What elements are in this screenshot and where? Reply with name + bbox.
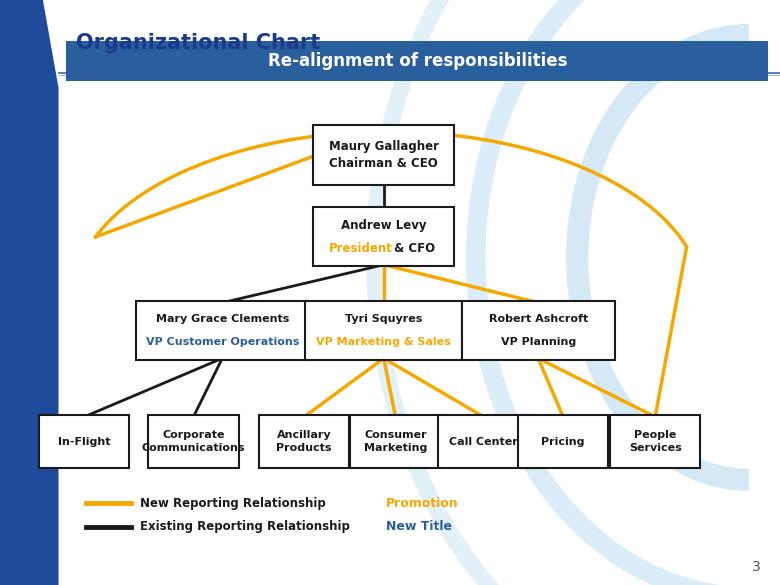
FancyBboxPatch shape bbox=[313, 208, 454, 267]
FancyBboxPatch shape bbox=[66, 41, 768, 81]
Text: Robert Ashcroft: Robert Ashcroft bbox=[488, 314, 588, 324]
Text: Existing Reporting Relationship: Existing Reporting Relationship bbox=[140, 520, 350, 533]
Text: Re-alignment of responsibilities: Re-alignment of responsibilities bbox=[268, 52, 567, 70]
Text: People
Services: People Services bbox=[629, 431, 682, 453]
Text: Mary Grace Clements: Mary Grace Clements bbox=[156, 314, 289, 324]
Text: Ancillary
Products: Ancillary Products bbox=[276, 431, 332, 453]
Text: VP Planning: VP Planning bbox=[501, 337, 576, 347]
Text: & CFO: & CFO bbox=[395, 242, 435, 255]
Text: Consumer
Marketing: Consumer Marketing bbox=[363, 431, 427, 453]
Text: New Reporting Relationship: New Reporting Relationship bbox=[140, 497, 326, 510]
Text: Pricing: Pricing bbox=[541, 436, 585, 447]
Polygon shape bbox=[0, 0, 58, 585]
FancyBboxPatch shape bbox=[259, 415, 349, 468]
FancyBboxPatch shape bbox=[148, 415, 239, 468]
Text: Call Center: Call Center bbox=[449, 436, 518, 447]
Text: Tyri Squyres: Tyri Squyres bbox=[345, 314, 423, 324]
Text: Promotion: Promotion bbox=[386, 497, 459, 510]
Text: Maury Gallagher
Chairman & CEO: Maury Gallagher Chairman & CEO bbox=[328, 140, 439, 170]
FancyBboxPatch shape bbox=[518, 415, 608, 468]
Text: In-Flight: In-Flight bbox=[58, 436, 111, 447]
FancyBboxPatch shape bbox=[305, 301, 462, 360]
Text: Andrew Levy: Andrew Levy bbox=[341, 219, 427, 232]
Text: President: President bbox=[328, 242, 392, 255]
Text: Organizational Chart: Organizational Chart bbox=[76, 33, 321, 53]
FancyBboxPatch shape bbox=[610, 415, 700, 468]
FancyBboxPatch shape bbox=[313, 126, 454, 185]
FancyBboxPatch shape bbox=[136, 301, 308, 360]
Text: Corporate
Communications: Corporate Communications bbox=[142, 431, 245, 453]
Text: 3: 3 bbox=[752, 560, 760, 574]
FancyBboxPatch shape bbox=[438, 415, 529, 468]
FancyBboxPatch shape bbox=[350, 415, 441, 468]
FancyBboxPatch shape bbox=[462, 301, 615, 360]
FancyBboxPatch shape bbox=[39, 415, 129, 468]
Text: New Title: New Title bbox=[386, 520, 452, 533]
Text: VP Marketing & Sales: VP Marketing & Sales bbox=[317, 337, 451, 347]
Text: VP Customer Operations: VP Customer Operations bbox=[146, 337, 299, 347]
